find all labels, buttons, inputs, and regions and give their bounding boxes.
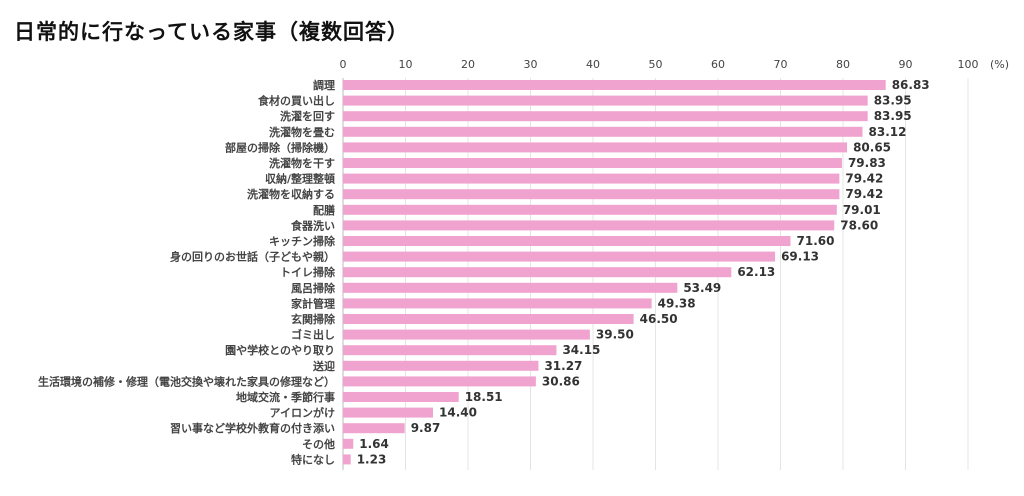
bar	[343, 423, 405, 434]
value-label: 1.64	[359, 437, 389, 451]
category-label: 洗濯を回す	[280, 109, 335, 123]
category-label: トイレ掃除	[280, 265, 336, 279]
category-label: 洗濯物を干す	[269, 156, 335, 170]
bar	[343, 126, 863, 137]
category-label: 生活環境の補修・修理（電池交換や壊れた家具の修理など）	[38, 374, 335, 388]
bar	[343, 360, 539, 371]
bar	[343, 329, 590, 340]
bar	[343, 173, 840, 184]
x-tick-label: 40	[586, 58, 600, 71]
chart-title: 日常的に行なっている家事（複数回答）	[14, 20, 409, 44]
value-label: 18.51	[465, 390, 503, 404]
category-label: 食器洗い	[291, 218, 335, 232]
category-label: 家計管理	[291, 296, 335, 310]
value-label: 1.23	[357, 452, 387, 466]
value-label: 39.50	[596, 328, 634, 342]
x-tick-label: 90	[899, 58, 913, 71]
bar	[343, 158, 842, 168]
category-label: 玄関掃除	[291, 312, 336, 326]
bar	[343, 95, 868, 106]
x-tick-label: 80	[836, 58, 850, 71]
x-tick-label: 20	[461, 58, 475, 71]
bar	[343, 236, 791, 246]
bar	[343, 267, 732, 278]
value-label: 83.12	[869, 125, 907, 139]
x-tick-label: 60	[711, 58, 725, 71]
bar	[343, 204, 837, 215]
value-label: 62.13	[737, 265, 775, 279]
category-label: 収納/整理整頓	[265, 172, 335, 186]
value-label: 78.60	[840, 218, 878, 232]
value-label: 83.95	[874, 94, 912, 108]
unit-label: (%)	[990, 58, 1009, 71]
bar	[343, 392, 459, 402]
bar	[343, 142, 848, 153]
value-label: 46.50	[640, 312, 678, 326]
category-label: 地域交流・季節行事	[236, 390, 335, 404]
bar	[343, 438, 354, 449]
value-label: 79.42	[845, 172, 883, 186]
x-tick-label: 100	[958, 58, 979, 71]
bar	[343, 111, 868, 122]
bar	[343, 345, 557, 356]
value-label: 79.83	[848, 156, 886, 170]
value-label: 86.83	[892, 78, 930, 92]
category-label: 身の回りのお世話（子どもや親）	[170, 250, 335, 264]
category-label: ゴミ出し	[291, 328, 335, 342]
value-label: 49.38	[658, 296, 696, 310]
bar	[343, 251, 776, 262]
category-label: キッチン掃除	[269, 234, 336, 248]
bar	[343, 298, 652, 309]
category-label: 洗濯物を収納する	[247, 187, 335, 201]
value-label: 34.15	[562, 343, 600, 357]
bar	[343, 282, 678, 293]
category-label: 食材の買い出し	[258, 94, 335, 108]
bar	[343, 189, 840, 200]
category-label: 特になし	[291, 452, 335, 466]
value-label: 79.01	[843, 203, 881, 217]
value-label: 69.13	[781, 250, 819, 264]
x-tick-label: 0	[340, 58, 347, 71]
value-label: 80.65	[853, 140, 891, 154]
category-label: 風呂掃除	[291, 281, 336, 295]
category-label: 習い事など学校外教育の付き添い	[170, 421, 335, 435]
x-tick-label: 30	[524, 58, 538, 71]
value-label: 83.95	[874, 109, 912, 123]
bar	[343, 220, 835, 231]
x-tick-label: 10	[399, 58, 413, 71]
bar	[343, 407, 433, 418]
x-tick-label: 50	[649, 58, 663, 71]
bar	[343, 314, 634, 324]
category-label: 送迎	[312, 359, 335, 373]
category-label: 調理	[313, 78, 335, 92]
category-label: 部屋の掃除（掃除機）	[225, 140, 335, 154]
category-label: 洗濯物を畳む	[269, 125, 335, 139]
value-label: 31.27	[544, 359, 582, 373]
bar	[343, 454, 351, 465]
category-label: アイロンがけ	[270, 406, 335, 420]
value-label: 71.60	[797, 234, 835, 248]
category-label: 園や学校とのやり取り	[225, 343, 335, 357]
category-label: その他	[302, 437, 335, 451]
bar	[343, 80, 886, 90]
bar	[343, 376, 536, 387]
value-label: 14.40	[439, 406, 477, 420]
value-label: 53.49	[683, 281, 721, 295]
category-label: 配膳	[313, 203, 335, 217]
value-label: 30.86	[542, 374, 580, 388]
value-label: 79.42	[845, 187, 883, 201]
value-label: 9.87	[411, 421, 441, 435]
x-tick-label: 70	[774, 58, 788, 71]
